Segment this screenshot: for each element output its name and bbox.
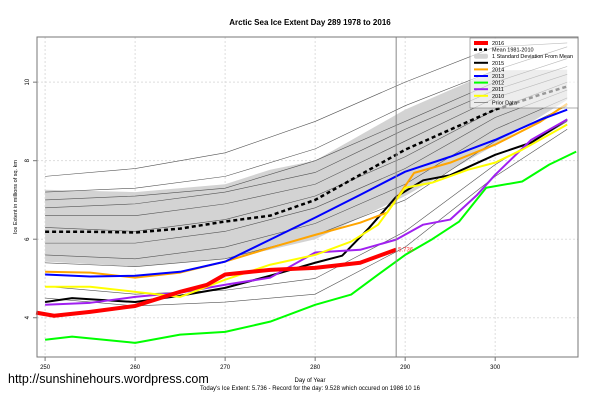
series-line-2012 [44, 150, 577, 344]
legend-label: 2012 [492, 81, 504, 87]
y-tick-label: 6 [25, 237, 31, 241]
x-tick-label: 280 [310, 365, 321, 371]
y-axis-label: Ice Extent in millions of sq. km [13, 160, 19, 234]
x-tick-label: 260 [130, 365, 141, 371]
x-tick-label: 290 [400, 365, 411, 371]
series-line-mean-1981-2010 [45, 85, 568, 234]
sd-band-area [45, 69, 568, 267]
series-line-2014 [45, 102, 568, 279]
series-line-2013 [45, 108, 568, 278]
series-line-2016 [35, 247, 397, 318]
x-tick-label: 250 [40, 365, 51, 371]
legend-label: 2011 [492, 87, 504, 93]
x-axis: 250 260 270 280 290 300 [40, 357, 501, 371]
legend-label: Mean 1981-2010 [492, 48, 534, 54]
series-line-2011 [45, 118, 568, 306]
legend-label: 2013 [492, 74, 504, 80]
y-tick-label: 8 [25, 158, 31, 162]
legend-label: 2016 [492, 41, 504, 47]
legend-swatch [474, 53, 488, 59]
plot-frame [36, 36, 579, 358]
chart-subtitle: Today's Ice Extent: 5.736 - Record for t… [200, 386, 421, 392]
x-tick-label: 270 [220, 365, 231, 371]
legend-label: 2015 [492, 61, 504, 67]
y-tick-label: 4 [25, 315, 31, 319]
prior-year-line [45, 121, 568, 295]
x-tick-label: 300 [490, 365, 501, 371]
prior-year-line [45, 97, 568, 260]
prior-year-line [45, 89, 568, 244]
x-axis-label: Day of Year [294, 378, 325, 384]
legend-label: Prior Data [492, 100, 518, 106]
sd-band [45, 69, 568, 267]
series-lines [35, 85, 577, 344]
y-tick-label: 10 [25, 78, 31, 85]
watermark-url: http://sunshinehours.wordpress.com [8, 372, 209, 386]
series-line-2010 [45, 123, 568, 298]
y-axis: 4 6 8 10 [25, 78, 37, 319]
chart-title: Arctic Sea Ice Extent Day 289 1978 to 20… [229, 18, 391, 27]
annotation-today: 5.736 [398, 248, 414, 254]
legend-label: 2010 [492, 94, 504, 100]
legend-label: 2014 [492, 67, 504, 73]
legend-label: 1 Standard Deviation From Mean [492, 54, 573, 60]
prior-year-line [45, 81, 568, 232]
